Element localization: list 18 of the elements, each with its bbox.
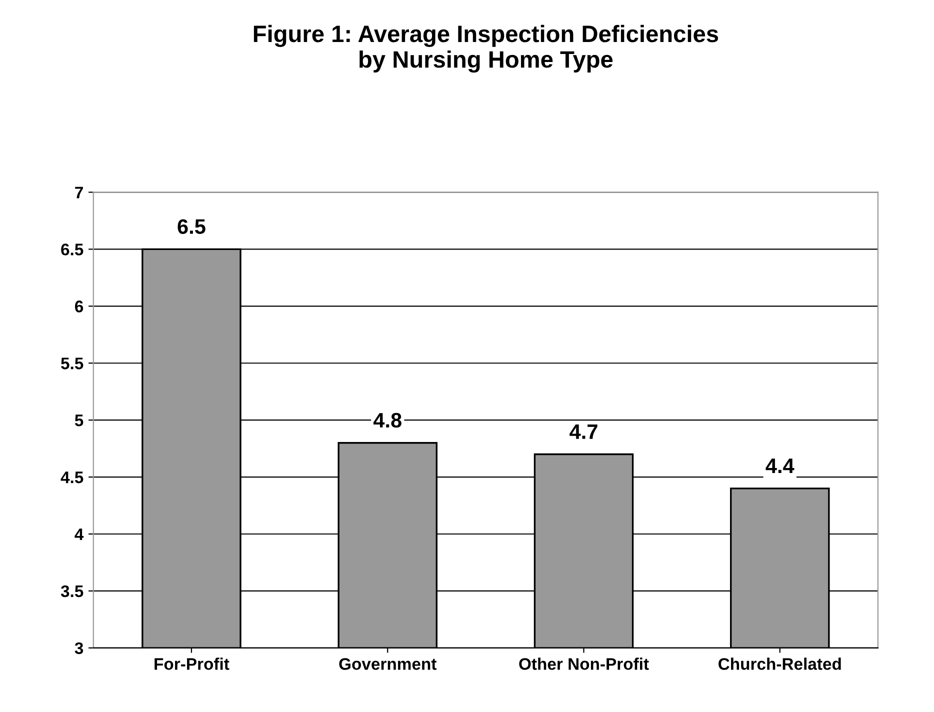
- data-label: 6.5: [178, 219, 206, 234]
- x-tick-label: Other Non-Profit: [519, 658, 649, 670]
- y-tick-label: 4.5: [60, 472, 84, 484]
- x-tick-label: Government: [339, 658, 436, 670]
- y-tick-label: 5.5: [61, 358, 84, 370]
- data-label: 4.8: [373, 412, 402, 428]
- y-tick-label: 3.5: [60, 585, 84, 598]
- y-tick-label: 3: [74, 642, 84, 654]
- chart-title: Figure 1: Average Inspection Deficiencies by Nursing Home Type: [254, 24, 718, 73]
- x-tick-label: Church-Related: [718, 658, 841, 670]
- x-tick-label: For-Profit: [154, 658, 230, 670]
- y-tick-label: 4: [74, 528, 84, 540]
- data-label: 4.7: [570, 424, 598, 439]
- data-label: 4.4: [766, 458, 794, 473]
- y-tick-label: 5: [74, 414, 84, 426]
- y-tick-label: 6.5: [61, 244, 84, 256]
- y-tick-label: 7: [75, 186, 83, 198]
- y-tick-label: 6: [75, 300, 84, 312]
